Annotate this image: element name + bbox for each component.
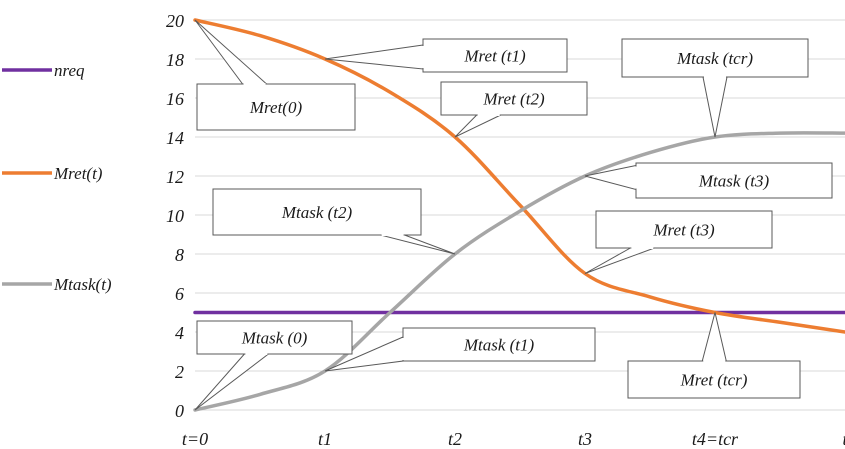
callout-pointer (584, 247, 655, 274)
x-tick-label: t1 (318, 429, 332, 449)
legend-label: nreq (54, 61, 85, 80)
callout-box (440, 81, 588, 116)
series-lines (193, 18, 845, 412)
callout-pointer (702, 76, 728, 138)
callout-label: Mret(0) (249, 98, 303, 117)
callout-label: Mret (t1) (463, 47, 526, 66)
callout-label: Mtask (t3) (698, 172, 770, 191)
callout-box (635, 162, 833, 199)
y-tick-label: 0 (175, 401, 184, 421)
y-tick-label: 8 (175, 245, 184, 265)
y-tick-label: 18 (166, 50, 184, 70)
y-tick-label: 6 (175, 284, 184, 304)
y-tick-label: 4 (175, 323, 184, 343)
callout-box (212, 188, 422, 236)
y-tick-label: 16 (166, 89, 184, 109)
callouts: Mret(0) Mret (t1) Mret (t2) Mret (t3) Mret (… (194, 19, 833, 411)
callout-label: Mtask (0) (241, 329, 308, 348)
callout-label: Mtask (t1) (463, 336, 535, 355)
legend: nreq Mret(t) Mtask(t) (2, 61, 112, 294)
legend-label: Mret(t) (53, 164, 103, 183)
y-tick-label: 10 (166, 206, 184, 226)
series-line-mtask-t (193, 131, 845, 412)
callout-pointer (454, 114, 501, 138)
callout-label: Mtask (tcr) (676, 49, 753, 68)
callout-box (627, 360, 801, 399)
callout-box (196, 83, 356, 131)
x-tick-label: t4=tcr (692, 429, 739, 449)
callout-label: Mret (tcr) (680, 371, 748, 390)
callout-label: Mret (t2) (482, 90, 545, 109)
callout-box (422, 38, 568, 73)
x-tick-label: t3 (578, 429, 592, 449)
callout-label: Mret (t3) (652, 221, 715, 240)
x-tick-label: t2 (448, 429, 462, 449)
callout-box (621, 38, 809, 78)
callout-pointer (380, 234, 456, 255)
callout-box (196, 320, 353, 355)
callout-box (595, 210, 773, 249)
callout-label: Mtask (t2) (281, 203, 353, 222)
x-tick-label: t=0 (182, 429, 208, 449)
y-tick-label: 20 (166, 11, 184, 31)
callout-pointer (584, 164, 637, 191)
x-tick-label: t (842, 429, 845, 449)
axis-labels: 0 2 4 6 8 10 12 14 16 18 20 t=0 t1 t2 t3 t4=tcr t (166, 11, 845, 449)
legend-label: Mtask(t) (53, 275, 112, 294)
y-tick-label: 2 (175, 362, 184, 382)
series-line-mret-t (193, 18, 845, 334)
callout-pointer (701, 312, 727, 362)
y-tick-label: 12 (166, 167, 184, 187)
y-tick-label: 14 (166, 128, 184, 148)
